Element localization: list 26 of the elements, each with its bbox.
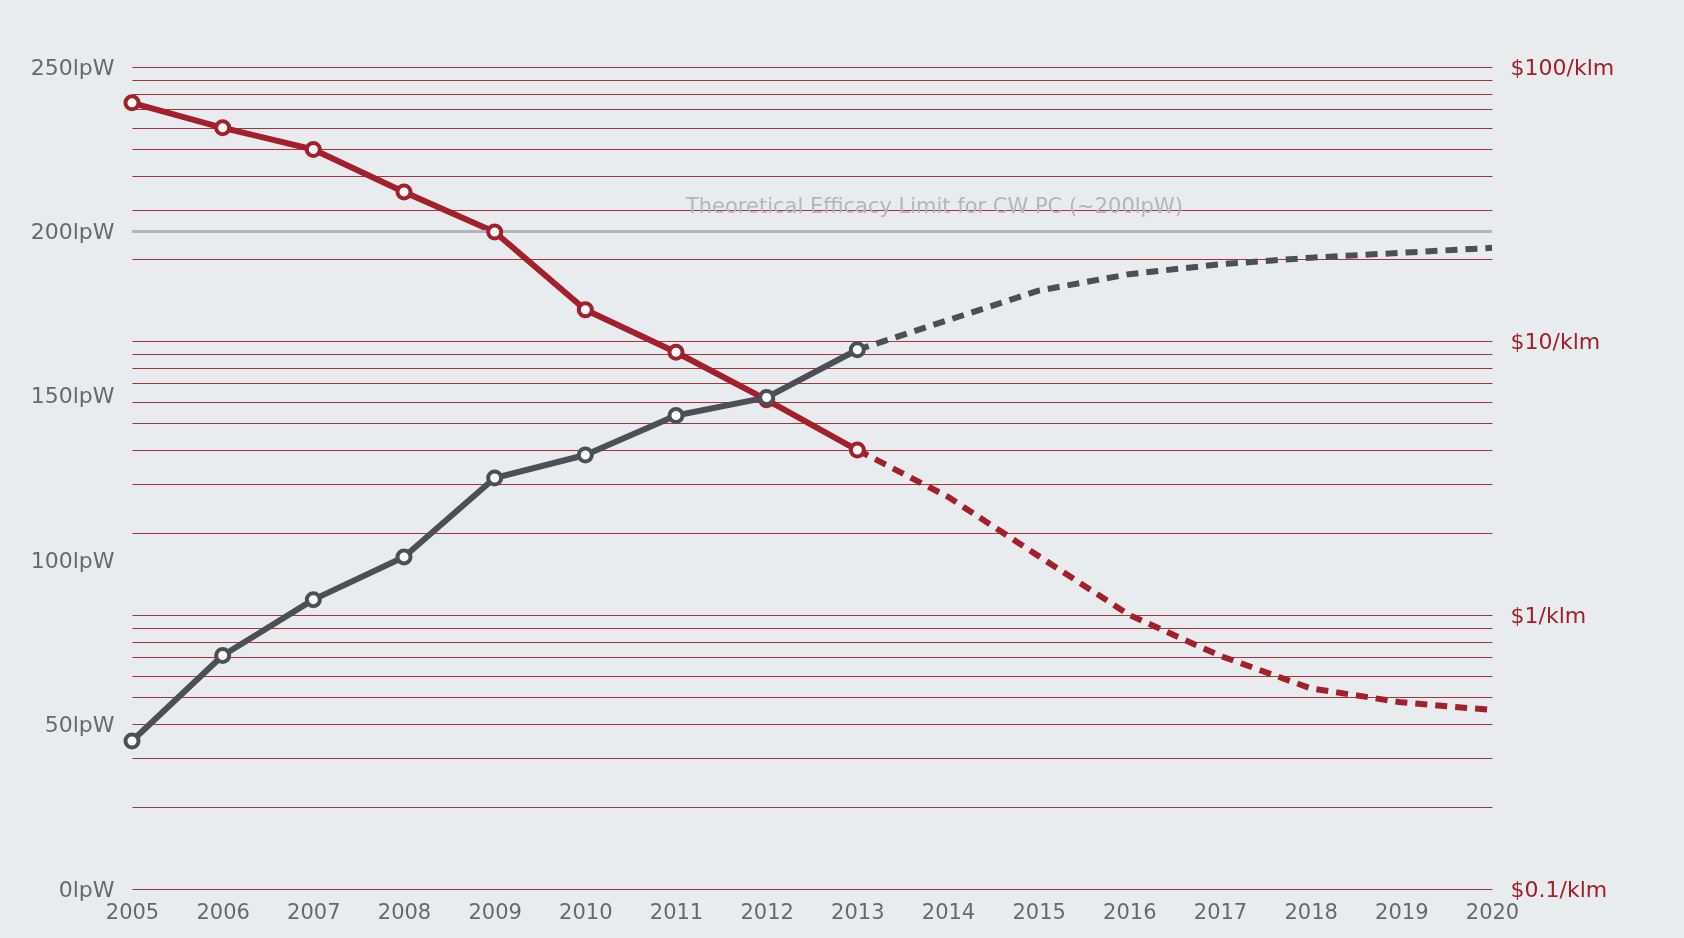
y-tick-label: 150lpW bbox=[30, 383, 115, 409]
x-tick-label: 2017 bbox=[1193, 899, 1248, 924]
x-tick-label: 2016 bbox=[1103, 899, 1157, 924]
x-tick-label: 2005 bbox=[105, 899, 160, 924]
x-tick-label: 2013 bbox=[831, 899, 885, 924]
y-tick-label: 50lpW bbox=[44, 712, 115, 738]
x-tick-label: 2015 bbox=[1012, 899, 1066, 924]
y-tick-label: 200lpW bbox=[30, 218, 115, 244]
x-tick-label: 2012 bbox=[740, 899, 794, 924]
y2-tick-label: $0.1/klm bbox=[1510, 876, 1608, 902]
y2-tick-label: $1/klm bbox=[1510, 602, 1587, 628]
x-tick-label: 2018 bbox=[1284, 899, 1338, 924]
y2-tick-label: $10/klm bbox=[1510, 328, 1601, 354]
y-tick-label: 250lpW bbox=[30, 54, 115, 80]
x-tick-label: 2006 bbox=[196, 899, 250, 924]
y-tick-label: 0lpW bbox=[58, 876, 115, 902]
y2-tick-label: $100/klm bbox=[1510, 54, 1615, 80]
x-tick-label: 2010 bbox=[559, 899, 613, 924]
x-tick-label: 2008 bbox=[377, 899, 432, 924]
x-tick-label: 2011 bbox=[649, 899, 704, 924]
x-tick-label: 2020 bbox=[1465, 899, 1520, 924]
x-tick-label: 2014 bbox=[921, 899, 976, 924]
y-tick-label: 100lpW bbox=[30, 547, 115, 573]
x-tick-label: 2007 bbox=[287, 899, 341, 924]
x-tick-label: 2009 bbox=[468, 899, 522, 924]
x-tick-label: 2019 bbox=[1375, 899, 1429, 924]
